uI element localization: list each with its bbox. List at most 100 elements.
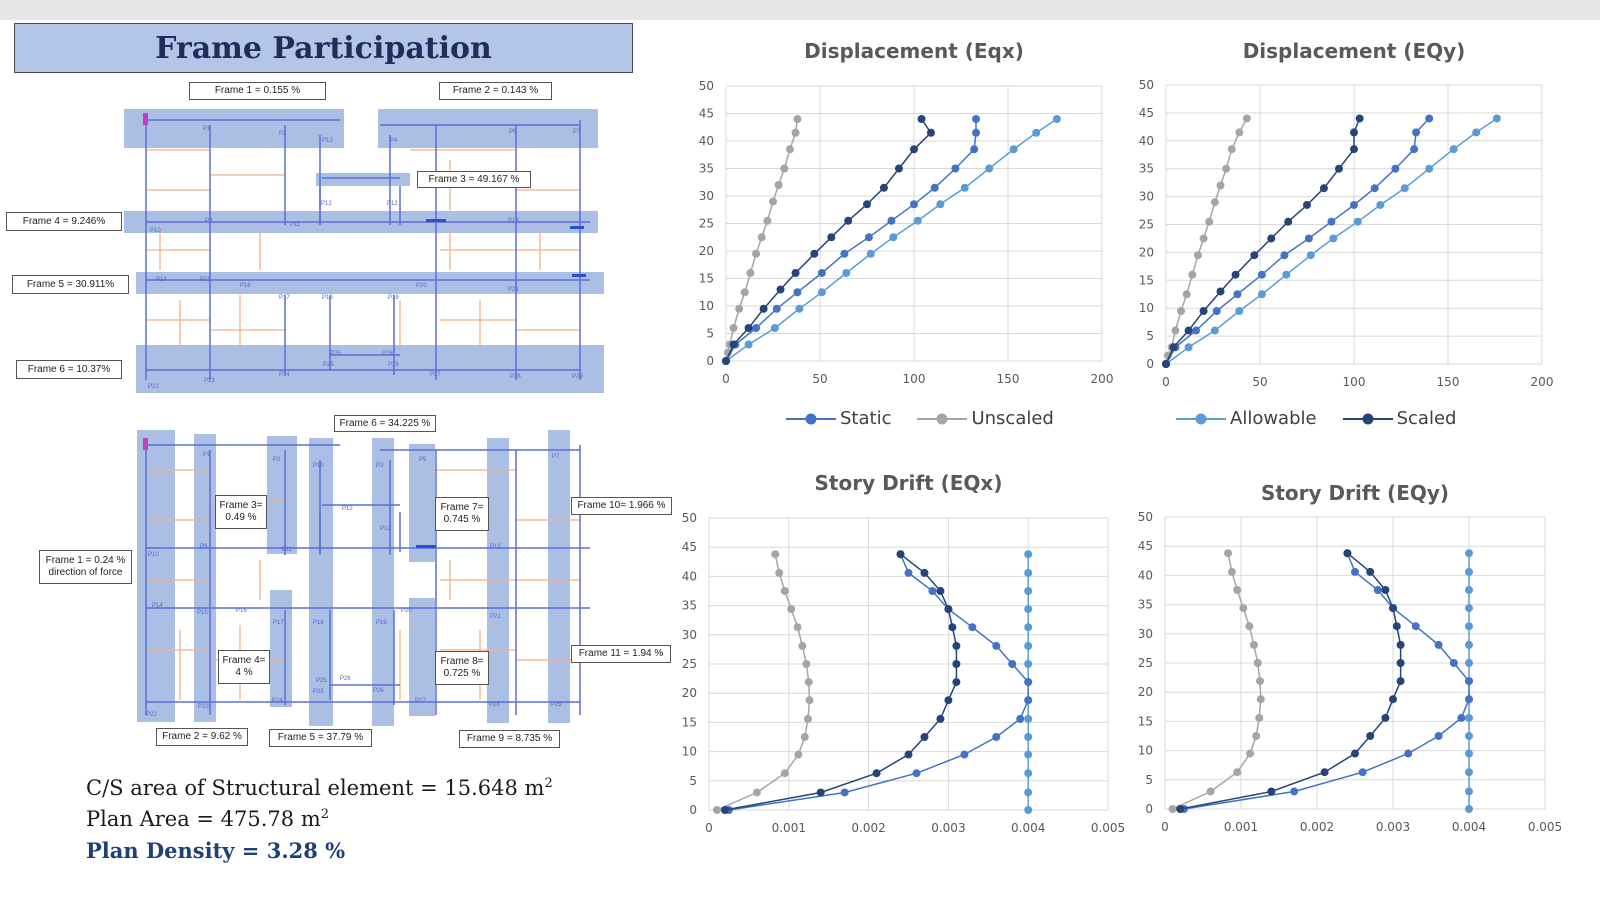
data-point-static [1411,622,1420,631]
legend-swatch-scaled [1342,413,1393,424]
data-point-allowable [1449,145,1458,154]
data-point-scaled [1366,567,1375,576]
legend-swatch-allowable [1176,413,1226,424]
data-point-unscaled [791,128,800,137]
data-point-static [1351,567,1359,576]
chart-title: Displacement (EQy) [1243,39,1466,63]
label-line: direction of force [48,567,123,578]
series-line-unscaled [716,554,811,811]
tag: P14 [156,277,167,283]
data-point-unscaled [735,304,744,313]
frame-label: Frame 9 = 8.735 % [459,730,560,748]
data-point-scaled [952,641,961,650]
tag: P5 [419,457,427,463]
plan-area-note: Plan Area = 475.78 m2 [86,807,329,831]
tag: P21 [508,287,519,293]
tag: P26 [340,676,351,682]
data-point-unscaled [780,587,789,595]
data-point-scaled [1320,768,1329,777]
data-point-allowable [1024,714,1033,723]
y-tick-label: 35 [1139,162,1154,176]
plan-y-tags: P1 P2 P10 P3 P5 P7 P12 P12 P9 P11 P13 P1… [146,452,562,718]
legend-label: Unscaled [971,408,1054,429]
y-tick-label: 50 [1138,510,1153,524]
data-point-unscaled [746,269,755,277]
x-tick-label: 0.005 [1091,821,1125,835]
data-point-unscaled [763,216,772,225]
y-tick-label: 0 [1145,802,1153,816]
x-tick-label: 0.001 [1224,820,1258,834]
data-point-allowable [1024,587,1033,595]
data-point-scaled [720,806,729,814]
y-tick-label: 15 [1139,273,1154,287]
cs-area-text: C/S area of Structural element = 15.648 … [86,776,545,800]
tag: P4 [390,138,398,144]
frame-label: Frame 4= 4 % [218,650,270,684]
data-point-allowable [1024,660,1033,668]
data-point-scaled [1396,677,1405,686]
data-point-static [840,788,849,797]
data-point-allowable [1465,622,1473,631]
y-tick-label: 30 [1138,627,1153,641]
y-tick-label: 5 [689,774,697,788]
legend-right: Allowable Scaled [1176,408,1482,429]
data-point-static [1434,640,1443,649]
data-point-scaled [1284,217,1293,226]
data-point-allowable [1472,128,1481,137]
data-point-unscaled [1224,549,1233,558]
x-tick-label: 0 [1162,375,1170,389]
legend-swatch-static [786,413,836,424]
data-point-static [1304,234,1313,243]
band-frame-6 [136,345,604,393]
tag: P12 [342,506,353,512]
tag: P2 [273,457,281,463]
data-point-scaled [896,550,905,559]
data-point-static [1016,714,1025,723]
data-point-allowable [1024,605,1033,614]
data-point-scaled [827,233,836,242]
data-point-unscaled [803,714,812,723]
tag: P1 [203,126,211,132]
data-point-static [1391,164,1400,173]
y-tick-label: 15 [1138,714,1153,728]
data-point-unscaled [785,145,794,154]
data-point-static [1024,678,1033,687]
label-line: 0.49 % [225,512,257,523]
data-point-unscaled [780,769,789,778]
data-point-scaled [1334,164,1343,173]
data-point-allowable [1024,568,1033,577]
tag: P23 [198,704,209,710]
data-point-scaled [1216,287,1225,296]
data-point-static [817,269,826,277]
tag: P18 [313,620,324,626]
tag: P7 [552,454,560,460]
tag: P25 [316,678,327,684]
data-point-unscaled [1252,732,1261,740]
frame-label: Frame 4 = 9.246% [6,212,122,231]
data-point-scaled [776,285,785,294]
data-point-allowable [1400,184,1409,193]
data-point-scaled [936,587,945,595]
tag: P15 [197,610,208,616]
data-point-allowable [1282,270,1291,279]
data-point-allowable [1210,326,1219,335]
data-point-allowable [795,304,804,313]
data-point-allowable [1376,200,1385,209]
data-point-unscaled [740,288,749,297]
data-point-scaled [920,568,929,577]
data-point-scaled [1162,360,1170,368]
frame-label: Frame 5 = 37.79 % [269,729,372,747]
data-point-unscaled [802,660,811,668]
plan-x-direction: P1 P2 P13 P4 P6 P7 P12 P12 P9 P11 P13 P1… [124,109,604,393]
columns-y [145,444,590,715]
y-tick-label: 5 [1145,773,1153,787]
data-point-unscaled [729,324,738,332]
y-tick-label: 30 [1139,190,1154,204]
data-point-unscaled [771,550,780,559]
data-point-allowable [1465,749,1473,758]
tag: P20 [401,608,412,614]
data-point-scaled [722,357,730,365]
data-point-allowable [1465,604,1473,613]
data-point-scaled [910,145,918,154]
tag: P18 [322,295,333,301]
